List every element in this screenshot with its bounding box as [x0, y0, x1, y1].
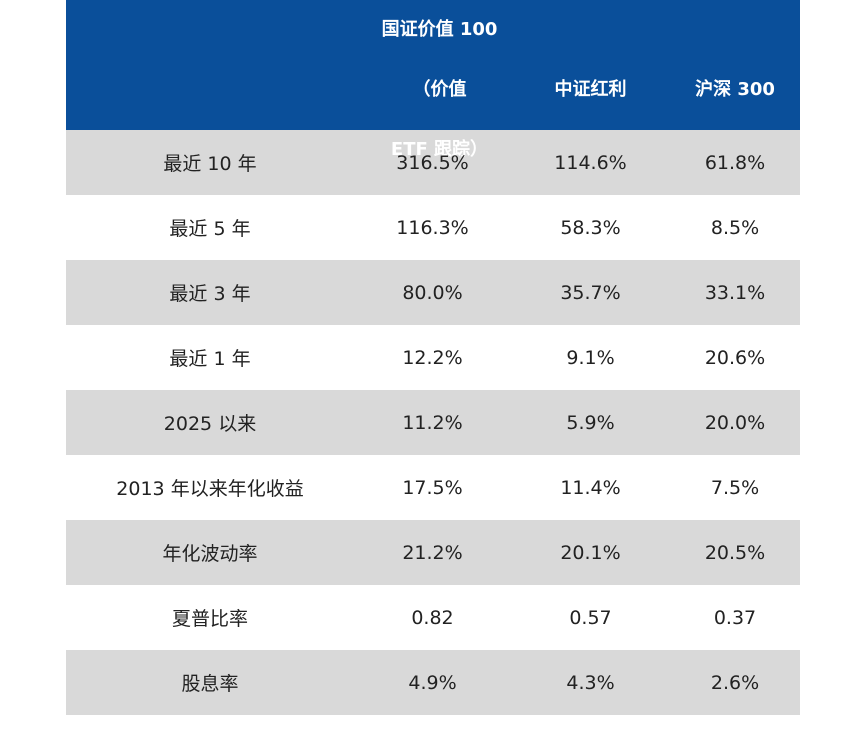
row-label: 夏普比率 — [171, 608, 248, 630]
row-value-3: 0.37 — [713, 606, 757, 629]
table-row: 2013 年以来年化收益 17.5% 11.4% 7.5% — [66, 455, 800, 520]
row-value-3: 2.6% — [710, 671, 760, 694]
row-value-1: 17.5% — [402, 476, 463, 499]
row-value-2: 0.57 — [569, 606, 612, 629]
row-label: 股息率 — [181, 673, 239, 695]
table-row: 2025 以来 11.2% 5.9% 20.0% — [66, 390, 800, 455]
table-row: 最近 3 年 80.0% 35.7% 33.1% — [66, 260, 800, 325]
table-row: 股息率 4.9% 4.3% 2.6% — [66, 650, 800, 715]
row-value-3: 20.6% — [704, 346, 766, 369]
row-label: 2025 以来 — [163, 413, 257, 435]
table-row: 最近 5 年 116.3% 58.3% 8.5% — [66, 195, 800, 260]
row-value-2: 11.4% — [560, 476, 621, 499]
row-value-3: 8.5% — [710, 216, 760, 239]
header-value100-line1: 国证价值 100（价值 — [381, 19, 498, 100]
row-value-1: 12.2% — [402, 346, 463, 369]
row-value-3: 61.8% — [704, 151, 766, 174]
row-value-1: 11.2% — [402, 411, 463, 434]
row-value-2: 35.7% — [560, 281, 621, 304]
row-value-1: 80.0% — [402, 281, 463, 304]
header-value100-line2: ETF 跟踪） — [390, 139, 489, 160]
row-value-2: 58.3% — [560, 216, 621, 239]
row-label: 2013 年以来年化收益 — [116, 478, 304, 500]
table-row: 年化波动率 21.2% 20.1% 20.5% — [66, 520, 800, 585]
row-value-3: 7.5% — [710, 476, 760, 499]
row-value-2: 9.1% — [566, 346, 615, 369]
row-label: 最近 10 年 — [163, 153, 257, 175]
row-label: 最近 1 年 — [169, 348, 251, 370]
row-value-2: 5.9% — [566, 411, 615, 434]
table-row: 夏普比率 0.82 0.57 0.37 — [66, 585, 800, 650]
row-label: 最近 3 年 — [169, 283, 251, 305]
row-value-3: 33.1% — [704, 281, 766, 304]
row-value-1: 4.9% — [408, 671, 457, 694]
row-value-1: 316.5% — [396, 151, 469, 174]
table-body: 最近 10 年 316.5% 114.6% 61.8% 最近 5 年 116.3% 58.3… — [66, 130, 800, 715]
row-value-2: 4.3% — [566, 671, 615, 694]
row-label: 年化波动率 — [162, 543, 258, 565]
row-value-2: 114.6% — [554, 151, 627, 174]
row-value-3: 20.0% — [704, 411, 766, 434]
row-value-1: 116.3% — [396, 216, 469, 239]
header-value100: 国证价值 100（价值 ETF 跟踪） — [354, 0, 511, 180]
row-value-1: 21.2% — [402, 541, 463, 564]
row-value-1: 0.82 — [411, 606, 454, 629]
header-dividend: 中证红利 — [554, 79, 627, 100]
table-row: 最近 10 年 316.5% 114.6% 61.8% — [66, 130, 800, 195]
table-header: 国证价值 100（价值 ETF 跟踪） 中证红利 沪深 300 — [66, 0, 800, 160]
row-label: 最近 5 年 — [169, 218, 251, 240]
comparison-table: 国证价值 100（价值 ETF 跟踪） 中证红利 沪深 300 最近 10 年 3… — [66, 0, 800, 715]
row-value-2: 20.1% — [560, 541, 621, 564]
header-csi300: 沪深 300 — [695, 79, 775, 100]
table-row: 最近 1 年 12.2% 9.1% 20.6% — [66, 325, 800, 390]
row-value-3: 20.5% — [704, 541, 766, 564]
